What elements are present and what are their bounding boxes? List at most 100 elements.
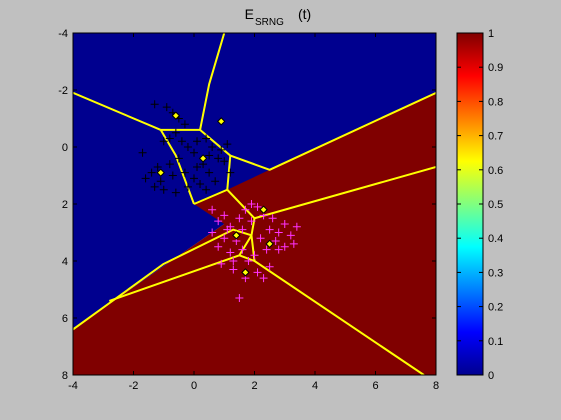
colorbar-tick-label: 1 (488, 28, 494, 40)
data-point-series-0 (168, 171, 177, 180)
title-subscript: SRNG (255, 17, 284, 28)
data-point-series-1 (256, 234, 265, 243)
data-point-series-1 (268, 214, 277, 223)
prototype-marker (217, 117, 226, 126)
decision-boundary-11 (253, 260, 425, 375)
decision-boundary-0 (73, 91, 162, 131)
data-point-series-0 (193, 162, 202, 171)
prototype-marker (259, 205, 268, 214)
colorbar: 0 0.1 0.2 0.3 0.4 0.5 0.6 0.7 0.8 0.9 1 (456, 28, 503, 382)
data-point-series-0 (202, 185, 211, 194)
decision-boundary-5 (229, 91, 436, 171)
data-point-series-1 (265, 262, 274, 271)
decision-boundary-3 (199, 33, 226, 131)
x-tick-label: 0 (191, 380, 197, 392)
data-point-series-0 (180, 120, 189, 129)
data-point-series-0 (205, 151, 214, 160)
data-point-series-1 (223, 225, 232, 234)
data-point-series-1 (292, 222, 301, 231)
data-point-series-1 (235, 214, 244, 223)
prototype-marker (198, 154, 208, 163)
x-tick-label: 2 (251, 380, 257, 392)
data-point-series-1 (286, 231, 295, 240)
title-main: E (245, 6, 254, 22)
data-point-series-0 (211, 177, 220, 186)
data-point-series-0 (180, 168, 189, 177)
data-point-series-1 (262, 245, 271, 254)
data-point-series-0 (162, 103, 171, 112)
prototype-marker (241, 268, 250, 277)
data-point-series-1 (208, 205, 217, 214)
y-tick-label: 0 (62, 142, 68, 154)
data-point-series-0 (171, 188, 180, 197)
data-point-series-1 (244, 257, 253, 265)
data-point-series-0 (208, 143, 217, 151)
data-point-series-0 (174, 154, 183, 163)
y-tick-label: -4 (58, 28, 68, 40)
data-point-series-0 (138, 148, 147, 157)
decision-boundary-9 (239, 218, 256, 262)
decision-boundary-10 (108, 234, 253, 302)
data-point-series-0 (217, 145, 226, 154)
y-tick-label: 6 (62, 313, 68, 325)
prototype-marker (265, 239, 274, 249)
y-tick-label: 8 (62, 370, 68, 382)
data-point-series-1 (280, 242, 289, 251)
data-point-series-0 (226, 168, 235, 177)
colorbar-tick-label: 0.8 (488, 96, 503, 108)
data-point-series-1 (226, 248, 235, 257)
data-point-series-0 (147, 168, 156, 177)
data-point-series-1 (280, 219, 289, 228)
plot-area (73, 33, 436, 375)
data-point-series-0 (183, 143, 192, 151)
data-point-series-0 (202, 134, 211, 143)
colorbar-tick-label: 0.7 (488, 131, 503, 143)
chart-title: E SRNG (t) (245, 6, 312, 28)
colorbar-tick-label: 0.3 (488, 267, 503, 279)
data-point-series-1 (214, 217, 223, 226)
data-point-series-1 (220, 234, 229, 243)
data-point-series-1 (220, 211, 229, 220)
data-point-series-0 (171, 128, 180, 137)
data-point-series-1 (238, 245, 247, 254)
data-point-series-1 (289, 239, 298, 248)
x-tick-label: 4 (312, 380, 318, 392)
data-point-series-1 (253, 202, 262, 211)
data-point-series-0 (205, 168, 214, 177)
data-point-series-0 (183, 182, 192, 191)
data-point-series-0 (165, 134, 174, 143)
colorbar-tick-label: 0.6 (488, 165, 503, 177)
data-point-series-1 (247, 217, 256, 226)
data-point-series-1 (265, 225, 274, 234)
data-point-series-1 (238, 225, 247, 234)
data-point-series-0 (196, 180, 205, 189)
marker-layer (138, 100, 301, 303)
title-suffix: (t) (298, 6, 311, 22)
prototype-marker (171, 111, 181, 120)
data-point-series-1 (274, 228, 283, 237)
data-point-series-1 (208, 228, 217, 237)
data-point-series-1 (250, 251, 259, 260)
data-point-series-0 (159, 185, 168, 194)
x-tick-label: 6 (372, 380, 378, 392)
colorbar-tick-label: 0.5 (488, 199, 503, 211)
data-point-series-0 (153, 162, 162, 171)
x-tick-label: -4 (68, 380, 78, 392)
colorbar-tick-label: 0.1 (488, 336, 503, 348)
data-point-series-0 (156, 177, 165, 186)
data-point-series-0 (177, 137, 186, 146)
data-point-series-0 (159, 137, 168, 146)
x-tick-label: 8 (433, 380, 439, 392)
data-point-series-0 (141, 174, 150, 183)
data-point-series-1 (214, 242, 223, 251)
y-tick-label: 4 (62, 256, 68, 268)
decision-region-1 (73, 92, 436, 375)
data-point-series-0 (190, 174, 198, 183)
colorbar-tick-label: 0 (488, 370, 494, 382)
data-point-series-0 (165, 160, 174, 169)
y-tick-label: -2 (58, 85, 68, 97)
x-tick-label: -2 (129, 380, 139, 392)
colorbar-gradient (456, 32, 484, 376)
data-point-series-0 (193, 137, 202, 146)
